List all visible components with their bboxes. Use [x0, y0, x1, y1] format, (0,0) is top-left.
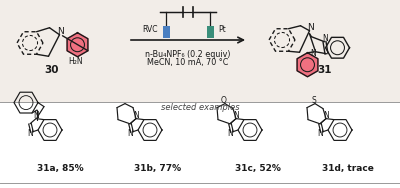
Text: N: N	[133, 111, 139, 120]
Text: N: N	[307, 23, 314, 32]
Text: 31: 31	[318, 65, 332, 75]
Text: N: N	[317, 130, 323, 139]
Polygon shape	[297, 53, 318, 77]
Text: RVC: RVC	[142, 24, 158, 33]
Polygon shape	[67, 33, 88, 57]
Text: O: O	[221, 96, 227, 105]
Text: H₂N: H₂N	[68, 57, 83, 66]
Bar	[162, 26, 170, 38]
Text: N: N	[311, 49, 316, 58]
Text: MeCN, 10 mA, 70 °C: MeCN, 10 mA, 70 °C	[147, 58, 229, 67]
Text: N: N	[227, 130, 233, 139]
Text: N: N	[233, 111, 239, 120]
Text: N: N	[57, 27, 64, 36]
Bar	[0, 0, 400, 102]
Text: 31c, 52%: 31c, 52%	[235, 164, 281, 173]
Text: N: N	[323, 34, 328, 43]
Text: 31b, 77%: 31b, 77%	[134, 164, 182, 173]
Text: 30: 30	[45, 65, 59, 75]
Text: 31a, 85%: 31a, 85%	[37, 164, 83, 173]
Bar	[0, 102, 400, 188]
Text: S: S	[312, 96, 316, 105]
Bar	[206, 26, 214, 38]
Text: N: N	[127, 130, 133, 139]
Text: N: N	[33, 111, 39, 120]
Text: n-Bu₄NPF₆ (0.2 equiv): n-Bu₄NPF₆ (0.2 equiv)	[145, 50, 231, 59]
Text: 31d, trace: 31d, trace	[322, 164, 374, 173]
Text: selected examples: selected examples	[161, 103, 239, 112]
Text: N: N	[27, 130, 33, 139]
Text: N: N	[323, 111, 329, 120]
Text: Pt: Pt	[218, 24, 226, 33]
